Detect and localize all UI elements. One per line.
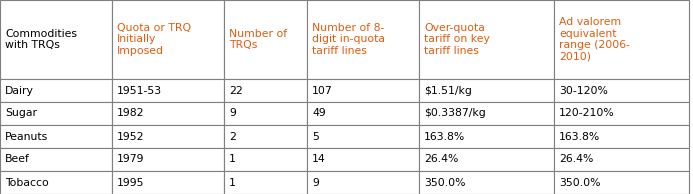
Bar: [554, 148, 689, 171]
Bar: [307, 102, 419, 125]
Bar: [112, 102, 224, 125]
Text: Over-quota
tariff on key
tariff lines: Over-quota tariff on key tariff lines: [424, 23, 490, 56]
Bar: [224, 125, 307, 148]
Bar: [224, 148, 307, 171]
Bar: [112, 148, 224, 171]
Bar: [0, 148, 112, 171]
Bar: [0, 102, 112, 125]
Text: Dairy: Dairy: [5, 86, 34, 95]
Bar: [224, 171, 307, 194]
Text: 1952: 1952: [117, 132, 145, 141]
Text: 26.4%: 26.4%: [559, 154, 593, 165]
Bar: [419, 0, 554, 79]
Bar: [307, 125, 419, 148]
Text: Peanuts: Peanuts: [5, 132, 49, 141]
Text: 1: 1: [229, 154, 236, 165]
Text: Ad valorem
equivalent
range (2006-
2010): Ad valorem equivalent range (2006- 2010): [559, 17, 630, 62]
Bar: [224, 79, 307, 102]
Bar: [307, 0, 419, 79]
Bar: [419, 171, 554, 194]
Text: 9: 9: [229, 108, 236, 119]
Bar: [307, 171, 419, 194]
Bar: [419, 79, 554, 102]
Text: 1995: 1995: [117, 178, 145, 187]
Bar: [307, 148, 419, 171]
Text: $0.3387/kg: $0.3387/kg: [424, 108, 486, 119]
Text: 5: 5: [312, 132, 319, 141]
Text: 163.8%: 163.8%: [424, 132, 465, 141]
Text: Number of 8-
digit in-quota
tariff lines: Number of 8- digit in-quota tariff lines: [312, 23, 385, 56]
Bar: [112, 0, 224, 79]
Text: 1979: 1979: [117, 154, 145, 165]
Bar: [224, 0, 307, 79]
Text: 107: 107: [312, 86, 333, 95]
Bar: [307, 79, 419, 102]
Text: Tobacco: Tobacco: [5, 178, 49, 187]
Bar: [554, 79, 689, 102]
Text: 350.0%: 350.0%: [559, 178, 601, 187]
Bar: [419, 102, 554, 125]
Text: 22: 22: [229, 86, 243, 95]
Text: 350.0%: 350.0%: [424, 178, 466, 187]
Bar: [0, 0, 112, 79]
Bar: [0, 171, 112, 194]
Text: Number of
TRQs: Number of TRQs: [229, 29, 287, 50]
Text: 120-210%: 120-210%: [559, 108, 615, 119]
Text: Commodities
with TRQs: Commodities with TRQs: [5, 29, 77, 50]
Bar: [224, 102, 307, 125]
Text: $1.51/kg: $1.51/kg: [424, 86, 472, 95]
Text: Quota or TRQ
Initially
Imposed: Quota or TRQ Initially Imposed: [117, 23, 191, 56]
Bar: [112, 125, 224, 148]
Bar: [419, 125, 554, 148]
Bar: [0, 79, 112, 102]
Bar: [554, 102, 689, 125]
Text: Beef: Beef: [5, 154, 30, 165]
Text: 2: 2: [229, 132, 236, 141]
Text: 30-120%: 30-120%: [559, 86, 608, 95]
Text: 1951-53: 1951-53: [117, 86, 162, 95]
Text: 1982: 1982: [117, 108, 145, 119]
Text: 1: 1: [229, 178, 236, 187]
Bar: [112, 171, 224, 194]
Bar: [112, 79, 224, 102]
Text: 49: 49: [312, 108, 326, 119]
Bar: [419, 148, 554, 171]
Bar: [554, 125, 689, 148]
Text: 14: 14: [312, 154, 326, 165]
Text: 163.8%: 163.8%: [559, 132, 600, 141]
Bar: [0, 125, 112, 148]
Bar: [554, 0, 689, 79]
Text: 9: 9: [312, 178, 319, 187]
Bar: [554, 171, 689, 194]
Text: Sugar: Sugar: [5, 108, 37, 119]
Text: 26.4%: 26.4%: [424, 154, 458, 165]
